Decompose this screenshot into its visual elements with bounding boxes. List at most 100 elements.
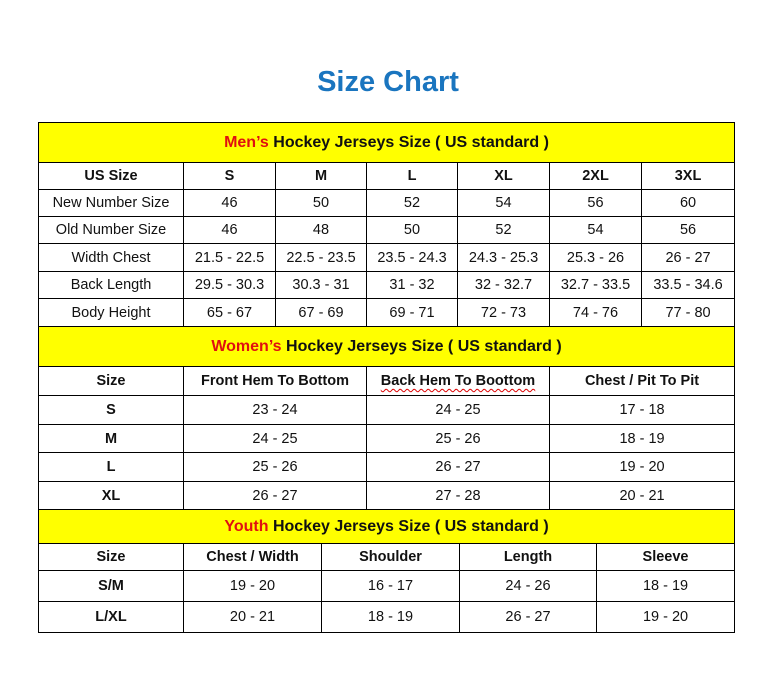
table-cell: 25 - 26 — [366, 424, 550, 453]
column-header: S — [183, 162, 276, 190]
table-row: Old Number Size 46 48 50 52 54 56 — [38, 216, 736, 244]
table-cell: 24 - 26 — [459, 570, 597, 602]
womens-size-table: Women’s Hockey Jerseys Size ( US standar… — [37, 326, 736, 510]
table-cell: 54 — [549, 216, 642, 244]
column-header: Shoulder — [321, 543, 460, 571]
table-cell: 19 - 20 — [183, 570, 322, 602]
table-cell: 18 - 19 — [548, 424, 736, 453]
table-cell: 77 - 80 — [640, 298, 736, 327]
table-cell: 33.5 - 34.6 — [640, 271, 736, 299]
table-cell: 21.5 - 22.5 — [183, 243, 276, 272]
table-cell: 48 — [275, 216, 367, 244]
row-label: L/XL — [38, 601, 184, 633]
column-header: Length — [459, 543, 597, 571]
table-cell: 24 - 25 — [366, 395, 550, 425]
table-cell: 52 — [457, 216, 550, 244]
column-header: L — [366, 162, 458, 190]
women-section-heading: Women’s Hockey Jerseys Size ( US standar… — [37, 326, 736, 367]
table-row: Back Length 29.5 - 30.3 30.3 - 31 31 - 32 32… — [38, 271, 736, 299]
table-cell: 19 - 20 — [595, 601, 736, 633]
table-cell: 18 - 19 — [321, 601, 460, 633]
table-cell: 69 - 71 — [366, 298, 458, 327]
page-title: Size Chart — [317, 66, 459, 98]
table-cell: 23 - 24 — [183, 395, 367, 425]
table-cell: 24 - 25 — [183, 424, 367, 453]
table-cell: 26 - 27 — [640, 243, 736, 272]
row-label: XL — [38, 481, 184, 510]
table-row: L/XL 20 - 21 18 - 19 26 - 27 19 - 20 — [38, 601, 736, 633]
table-cell: 46 — [183, 216, 276, 244]
table-cell: 29.5 - 30.3 — [183, 271, 276, 299]
row-label: Old Number Size — [38, 216, 184, 244]
table-cell: 46 — [183, 189, 276, 217]
column-header: 3XL — [640, 162, 736, 190]
table-cell: 26 - 27 — [366, 452, 550, 482]
table-row: L 25 - 26 26 - 27 19 - 20 — [38, 452, 736, 482]
table-cell: 27 - 28 — [366, 481, 550, 510]
table-row: S 23 - 24 24 - 25 17 - 18 — [38, 395, 736, 425]
heading-text: Hockey Jerseys Size ( US standard ) — [268, 133, 549, 151]
row-label: L — [38, 452, 184, 482]
table-cell: 67 - 69 — [275, 298, 367, 327]
row-label: S — [38, 395, 184, 425]
row-label: Body Height — [38, 298, 184, 327]
women-table: Women’s Hockey Jerseys Size ( US standar… — [37, 326, 736, 510]
table-cell: 24.3 - 25.3 — [457, 243, 550, 272]
table-cell: 26 - 27 — [459, 601, 597, 633]
column-header: Size — [38, 366, 184, 396]
table-cell: 56 — [549, 189, 642, 217]
table-cell: 22.5 - 23.5 — [275, 243, 367, 272]
row-label: Width Chest — [38, 243, 184, 272]
column-header-row: US Size S M L XL 2XL 3XL — [38, 162, 736, 190]
heading-text: Hockey Jerseys Size ( US standard ) — [268, 517, 549, 535]
row-label: M — [38, 424, 184, 453]
column-header: US Size — [38, 162, 184, 190]
column-header: Chest / Pit To Pit — [548, 366, 736, 396]
table-cell: 17 - 18 — [548, 395, 736, 425]
heading-accent: Women’s — [211, 337, 282, 355]
table-row: Width Chest 21.5 - 22.5 22.5 - 23.5 23.5 - … — [38, 243, 736, 272]
table-cell: 54 — [457, 189, 550, 217]
column-header: Sleeve — [595, 543, 736, 571]
table-cell: 30.3 - 31 — [275, 271, 367, 299]
table-cell: 60 — [640, 189, 736, 217]
row-label: S/M — [38, 570, 184, 602]
table-cell: 19 - 20 — [548, 452, 736, 482]
table-cell: 20 - 21 — [183, 601, 322, 633]
table-cell: 31 - 32 — [366, 271, 458, 299]
column-header-row: Size Front Hem To Bottom Back Hem To Boott… — [38, 366, 736, 396]
table-row: Body Height 65 - 67 67 - 69 69 - 71 72 - 73 7… — [38, 298, 736, 327]
youth-table: Youth Hockey Jerseys Size ( US standard … — [37, 509, 736, 633]
table-row: S/M 19 - 20 16 - 17 24 - 26 18 - 19 — [38, 570, 736, 602]
column-header: Size — [38, 543, 184, 571]
men-section-heading: Men’s Hockey Jerseys Size ( US standard … — [37, 122, 736, 163]
youth-section-heading: Youth Hockey Jerseys Size ( US standard … — [37, 509, 736, 544]
row-label: Back Length — [38, 271, 184, 299]
table-cell: 56 — [640, 216, 736, 244]
table-cell: 32.7 - 33.5 — [549, 271, 642, 299]
table-cell: 74 - 76 — [549, 298, 642, 327]
table-cell: 26 - 27 — [183, 481, 367, 510]
table-cell: 23.5 - 24.3 — [366, 243, 458, 272]
table-cell: 25.3 - 26 — [549, 243, 642, 272]
table-cell: 32 - 32.7 — [457, 271, 550, 299]
column-header: 2XL — [549, 162, 642, 190]
youth-size-table: Youth Hockey Jerseys Size ( US standard … — [37, 509, 736, 633]
column-header: M — [275, 162, 367, 190]
row-label: New Number Size — [38, 189, 184, 217]
table-cell: 65 - 67 — [183, 298, 276, 327]
column-header-row: Size Chest / Width Shoulder Length Sleeve — [38, 543, 736, 571]
table-cell: 52 — [366, 189, 458, 217]
heading-text: Hockey Jerseys Size ( US standard ) — [281, 337, 562, 355]
table-row: New Number Size 46 50 52 54 56 60 — [38, 189, 736, 217]
column-header: Front Hem To Bottom — [183, 366, 367, 396]
table-row: M 24 - 25 25 - 26 18 - 19 — [38, 424, 736, 453]
table-cell: 16 - 17 — [321, 570, 460, 602]
table-cell: 18 - 19 — [595, 570, 736, 602]
table-cell: 25 - 26 — [183, 452, 367, 482]
table-cell: 50 — [366, 216, 458, 244]
table-cell: 20 - 21 — [548, 481, 736, 510]
table-cell: 72 - 73 — [457, 298, 550, 327]
heading-accent: Youth — [224, 517, 269, 535]
table-row: XL 26 - 27 27 - 28 20 - 21 — [38, 481, 736, 510]
